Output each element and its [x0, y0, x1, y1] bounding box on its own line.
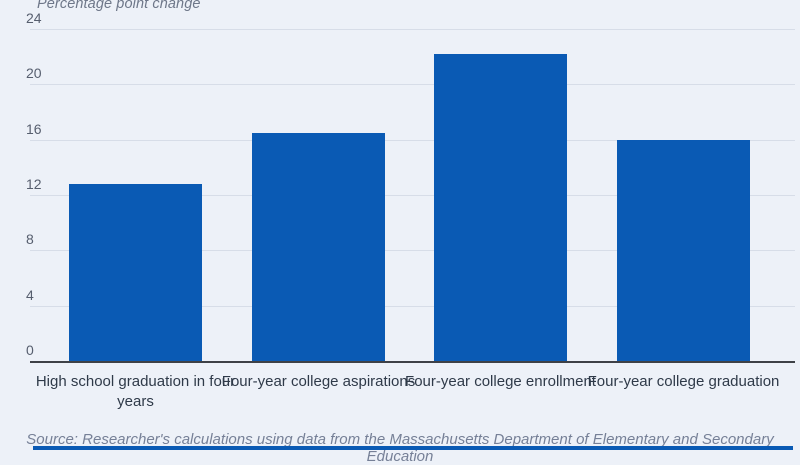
y-tick-label: 16	[26, 120, 42, 137]
footer-accent-bar	[33, 446, 793, 450]
x-axis-label: Four-year college aspirations	[221, 373, 416, 390]
y-tick-label: 4	[26, 286, 34, 303]
x-axis-label: High school graduation in four years	[35, 373, 236, 411]
y-gridline	[30, 29, 795, 30]
y-tick-label: 0	[26, 342, 34, 358]
y-gridline	[30, 305, 795, 307]
y-tick-label: 20	[26, 65, 42, 82]
bar-3	[434, 53, 567, 361]
bar-1	[69, 183, 202, 361]
y-tick-label: 8	[26, 231, 34, 248]
y-gridline	[30, 195, 795, 196]
x-axis-label: Four-year college graduation	[587, 373, 780, 390]
y-gridline	[30, 250, 795, 252]
x-axis-line	[30, 361, 795, 363]
x-axis-label: Four-year college enrollment	[405, 373, 596, 390]
bar-4	[617, 139, 750, 361]
y-gridline	[30, 139, 795, 141]
bar-2	[252, 132, 385, 361]
y-tick-label: 12	[26, 176, 42, 192]
y-gridline	[30, 84, 795, 86]
y-axis-title: Percentage point change	[37, 0, 201, 12]
y-tick-label: 24	[26, 10, 42, 26]
